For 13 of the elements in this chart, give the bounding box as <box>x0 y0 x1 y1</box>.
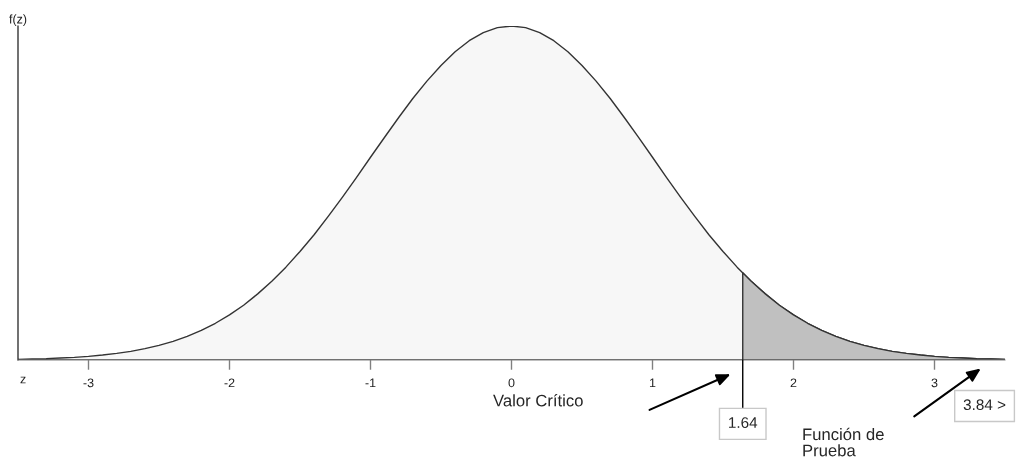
text: Valor Crítico <box>493 394 583 407</box>
x-tick-label: 2 <box>790 378 797 388</box>
y-axis-title: f(z) <box>9 14 27 26</box>
x-tick-label: 0 <box>508 378 515 388</box>
x-tick-label: -2 <box>224 378 235 388</box>
x-axis-title: z <box>20 376 26 384</box>
text: Función de Prueba <box>803 427 884 457</box>
x-tick-label: -3 <box>83 378 94 388</box>
x-tick-label: -1 <box>365 378 376 388</box>
x-tick-label: 3 <box>931 378 938 388</box>
annotation: 1.64 <box>729 417 758 428</box>
text: 3.84 > <box>963 399 1006 411</box>
x-tick-label: 1 <box>649 378 656 388</box>
